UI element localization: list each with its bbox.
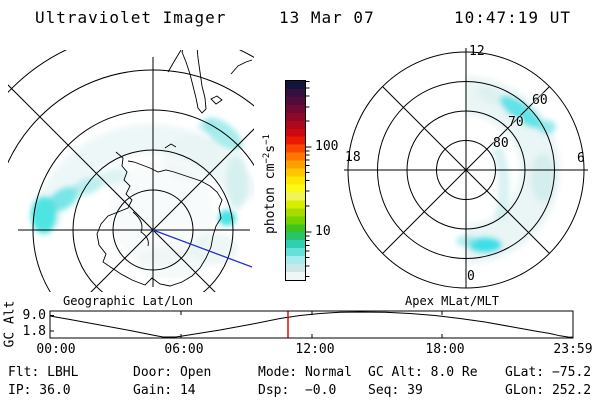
- aurora-haze-center: [110, 161, 214, 265]
- ytick-9: 9.0: [22, 308, 46, 323]
- coast-chile: [167, 50, 182, 73]
- aurora-bright-dawn-arc: [500, 95, 542, 129]
- status-flt: Flt: LBHL: [8, 365, 79, 380]
- xtick-0600: 06:00: [164, 342, 204, 357]
- aurora-spot-dawn: [538, 120, 556, 134]
- xtick-0000: 00:00: [36, 342, 76, 357]
- status-mode: Mode: Normal: [258, 365, 352, 380]
- coast-weddell-detail: [132, 211, 149, 247]
- mlat-label-80: 80: [493, 136, 509, 151]
- coast-south-america: [181, 50, 207, 114]
- colorbar-tick-label-10: 10: [315, 224, 331, 239]
- mlt-label-12: 12: [469, 44, 485, 59]
- observation-time: 10:47:19 UT: [454, 8, 571, 27]
- observation-date: 13 Mar 07: [279, 8, 375, 27]
- apex-polar-panel: [344, 48, 588, 289]
- aurora-inner-streak: [491, 146, 510, 220]
- unit-base-2: s: [263, 144, 279, 153]
- mlt-label-6: 6: [577, 151, 585, 166]
- left-map-caption: Geographic Lat/Lon: [62, 294, 194, 308]
- mlt-line-diag-2: [382, 86, 550, 254]
- coastlines: [96, 50, 253, 287]
- status-ip: IP: 36.0: [8, 383, 71, 398]
- unit-exponent-1: −2: [261, 152, 272, 164]
- ytick-1-8: 1.8: [22, 323, 46, 339]
- orbit-track-line: [152, 229, 253, 268]
- xtick-2359: 23:59: [553, 342, 593, 357]
- unit-exponent-2: −1: [261, 134, 272, 145]
- strip-chart-ticks: [50, 311, 443, 338]
- aurora-bright-midnight: [468, 237, 502, 253]
- aurora-arc-nw: [71, 176, 105, 196]
- status-seq: Seq: 39: [368, 383, 423, 398]
- orbit-strip-chart: [49, 310, 574, 339]
- island-falklands: [210, 95, 223, 105]
- right-plot-caption: Apex MLat/MLT: [405, 294, 499, 308]
- app-title: Ultraviolet Imager: [35, 8, 227, 27]
- colorbar-unit-label: photon cm−2s−1: [262, 134, 278, 234]
- status-gc-alt: GC Alt: 8.0 Re: [368, 365, 478, 380]
- unit-base-1: photon cm: [263, 163, 279, 234]
- gc-alt-curve: [49, 311, 574, 338]
- status-glat: GLat: −75.2: [505, 365, 592, 380]
- auroral-emission-geographic: [30, 117, 254, 278]
- xtick-1200: 12:00: [295, 342, 335, 357]
- colorbar-tick-label-100: 100: [315, 139, 339, 154]
- strip-chart-frame: [49, 310, 574, 339]
- mlt-label-0: 0: [467, 269, 475, 284]
- mlat-label-70: 70: [508, 115, 524, 130]
- aurora-arc-n: [97, 168, 129, 186]
- status-glon: GLon: 252.2: [505, 383, 592, 398]
- colorbar-gradient: [285, 80, 306, 281]
- xtick-1800: 18:00: [425, 342, 465, 357]
- aurora-band-east: [226, 154, 248, 210]
- coast-top-right: [230, 59, 253, 75]
- status-door: Door: Open: [133, 365, 212, 380]
- geographic-map-panel: [8, 50, 254, 292]
- mlt-label-18: 18: [345, 150, 361, 165]
- aurora-band-east-apex: [531, 154, 555, 202]
- mlat-label-60: 60: [532, 93, 548, 108]
- apex-grid: [344, 48, 588, 289]
- strip-chart-ylabel: GC Alt: [2, 300, 18, 348]
- status-gain: Gain: 14: [133, 383, 196, 398]
- island-south-orkney: [164, 143, 177, 149]
- coast-antarctica: [96, 151, 223, 287]
- aurora-pale-top: [477, 86, 507, 106]
- colorbar-ticks: [306, 81, 312, 277]
- aurora-oval-pale-arc: [30, 124, 254, 229]
- status-dsp: Dsp: −0.0: [258, 383, 337, 398]
- aurora-arc-wnw: [47, 186, 79, 212]
